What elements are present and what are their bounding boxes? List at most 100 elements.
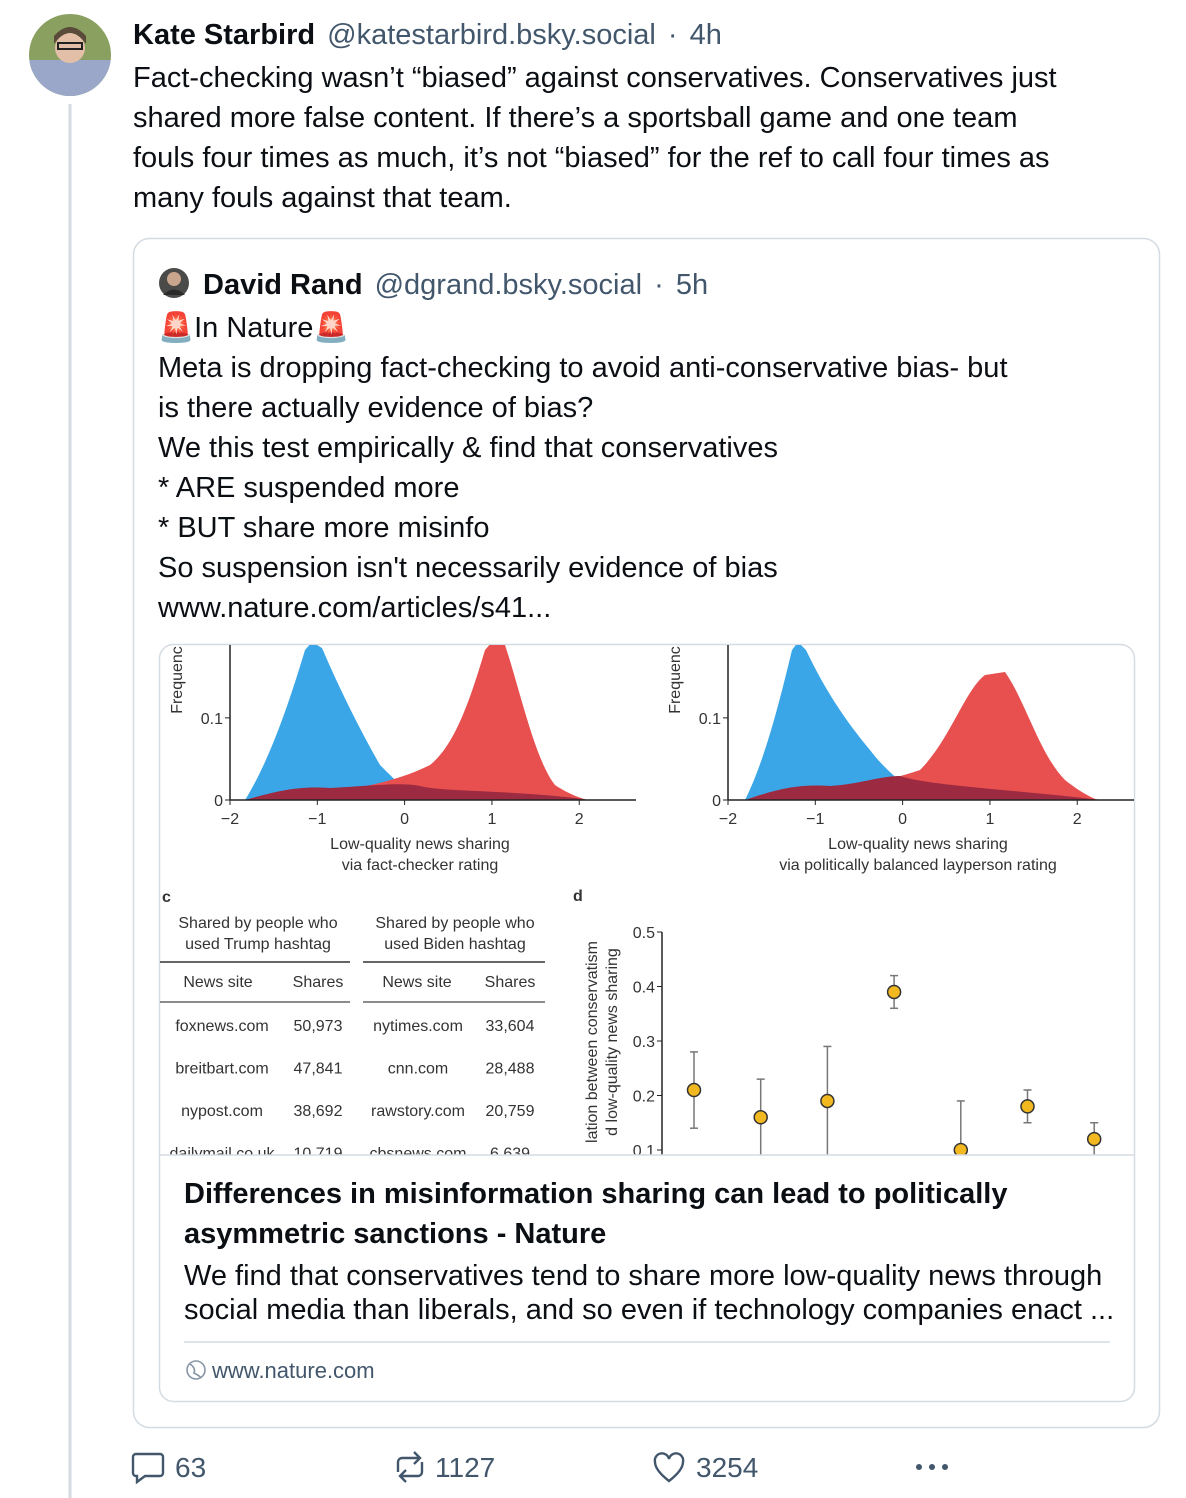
- y-axis-label: Frequenc: [169, 646, 186, 714]
- data-point: [886, 984, 902, 1000]
- table-group-header: Shared by people who: [178, 915, 337, 932]
- author-avatar[interactable]: [29, 14, 111, 100]
- repost-count: 1127: [435, 1452, 495, 1483]
- x-tick-label: −2: [719, 811, 737, 828]
- card-domain[interactable]: www.nature.com: [211, 1358, 375, 1383]
- table-cell: foxnews.com: [175, 1018, 268, 1035]
- table-column-header: Shares: [485, 974, 536, 991]
- x-tick-label: 0: [400, 811, 409, 828]
- data-point: [1086, 1131, 1102, 1147]
- table-cell: cnn.com: [388, 1061, 448, 1078]
- like-icon: [653, 1452, 685, 1483]
- x-axis-label: Low-quality news sharing: [330, 836, 510, 853]
- table-cell: nytimes.com: [373, 1018, 463, 1035]
- table-cell: nypost.com: [181, 1103, 263, 1120]
- data-point: [1020, 1099, 1035, 1114]
- y-axis-label: lation between conservatism: [584, 941, 601, 1143]
- card-description-line: social media than liberals, and so even …: [184, 1294, 1114, 1326]
- x-axis-label: via fact-checker rating: [342, 857, 499, 874]
- more-button[interactable]: [916, 1464, 948, 1470]
- quote-time[interactable]: 5h: [676, 269, 708, 301]
- distribution-area: [745, 645, 920, 800]
- distribution-overlap: [245, 784, 590, 800]
- post-text-line: many fouls against that team.: [133, 182, 512, 214]
- y-tick-label: 0.5: [633, 925, 655, 942]
- y-tick-label: 0.1: [201, 711, 223, 728]
- distribution-area: [245, 645, 420, 800]
- y-axis-label: Frequenc: [667, 646, 684, 714]
- x-tick-label: 1: [487, 811, 496, 828]
- data-point: [753, 1110, 768, 1125]
- y-tick-label: 0.2: [633, 1089, 655, 1106]
- panel-label: c: [162, 889, 171, 906]
- quote-text-line: * ARE suspended more: [158, 472, 459, 504]
- x-tick-label: 2: [1073, 811, 1082, 828]
- table-group-header: used Biden hashtag: [384, 936, 525, 953]
- distribution-area: [790, 672, 1100, 800]
- x-axis-label: via politically balanced layperson ratin…: [779, 857, 1057, 874]
- reply-count: 63: [175, 1452, 206, 1483]
- like-button[interactable]: 3254: [653, 1452, 758, 1483]
- panel-label: d: [573, 888, 583, 905]
- quote-header: David Rand @dgrand.bsky.social · 5h: [203, 269, 708, 301]
- author-name[interactable]: Kate Starbird: [133, 19, 315, 51]
- card-description-line: We find that conservatives tend to share…: [184, 1260, 1102, 1292]
- post-text: Fact-checking wasn’t “biased” against co…: [133, 62, 1057, 214]
- separator: ·: [668, 19, 678, 51]
- table-column-header: News site: [183, 974, 252, 991]
- data-point: [953, 1142, 969, 1155]
- quote-author-handle[interactable]: @dgrand.bsky.social: [375, 269, 642, 301]
- data-point: [686, 1082, 702, 1098]
- x-tick-label: 1: [985, 811, 994, 828]
- link-card[interactable]: [158, 643, 1136, 1403]
- author-handle[interactable]: @katestarbird.bsky.social: [327, 19, 656, 51]
- y-tick-label: 0.1: [633, 1143, 655, 1160]
- table-group-header: used Trump hashtag: [185, 936, 331, 953]
- x-tick-label: −2: [221, 811, 239, 828]
- y-tick-label: 0.1: [699, 711, 721, 728]
- table-cell: 28,488: [486, 1061, 535, 1078]
- table-cell: 47,841: [294, 1061, 343, 1078]
- table-cell: cbsnews.com: [370, 1146, 467, 1163]
- table-cell: 33,604: [486, 1018, 535, 1035]
- x-axis-label: Low-quality news sharing: [828, 836, 1008, 853]
- quote-text: 🚨In Nature🚨 Meta is dropping fact-checkin…: [157, 310, 1008, 624]
- table-cell: 20,759: [486, 1103, 535, 1120]
- repost-button[interactable]: 1127: [396, 1451, 495, 1483]
- repost-icon: [396, 1451, 424, 1483]
- table-column-header: News site: [382, 974, 451, 991]
- quote-text-line: So suspension isn't necessarily evidence…: [158, 552, 778, 584]
- y-tick-label: 0: [712, 793, 721, 810]
- card-title-line: asymmetric sanctions - Nature: [184, 1218, 606, 1250]
- table-column-header: Shares: [293, 974, 344, 991]
- table-cell: breitbart.com: [175, 1061, 268, 1078]
- quote-text-line: Meta is dropping fact-checking to avoid …: [158, 352, 1008, 384]
- x-tick-label: −1: [806, 811, 824, 828]
- quote-author-name[interactable]: David Rand: [203, 269, 363, 301]
- reply-button[interactable]: 63: [131, 1452, 206, 1485]
- y-tick-label: 0: [214, 793, 223, 810]
- table-cell: dailymail.co.uk: [170, 1146, 276, 1163]
- reply-icon: [131, 1452, 165, 1485]
- y-axis-label: d low-quality news sharing: [604, 948, 621, 1136]
- globe-icon: [186, 1360, 206, 1380]
- quote-avatar[interactable]: [159, 268, 189, 298]
- table-cell: 10,719: [294, 1146, 343, 1163]
- table-cell: 50,973: [294, 1018, 343, 1035]
- card-title-line: Differences in misinformation sharing ca…: [184, 1178, 1007, 1210]
- table-group-header: Shared by people who: [375, 915, 534, 932]
- table-cell: rawstory.com: [371, 1103, 465, 1120]
- card-title[interactable]: Differences in misinformation sharing ca…: [184, 1178, 1007, 1250]
- x-tick-label: 0: [898, 811, 907, 828]
- data-point: [820, 1093, 835, 1109]
- distribution-overlap: [745, 776, 1100, 800]
- card-description: We find that conservatives tend to share…: [184, 1260, 1114, 1326]
- post-time[interactable]: 4h: [690, 19, 722, 51]
- quote-text-line: 🚨In Nature🚨: [158, 310, 350, 344]
- post-text-line: Fact-checking wasn’t “biased” against co…: [133, 62, 1057, 94]
- quote-text-line: is there actually evidence of bias?: [158, 392, 593, 424]
- post-text-line: fouls four times as much, it’s not “bias…: [133, 142, 1050, 174]
